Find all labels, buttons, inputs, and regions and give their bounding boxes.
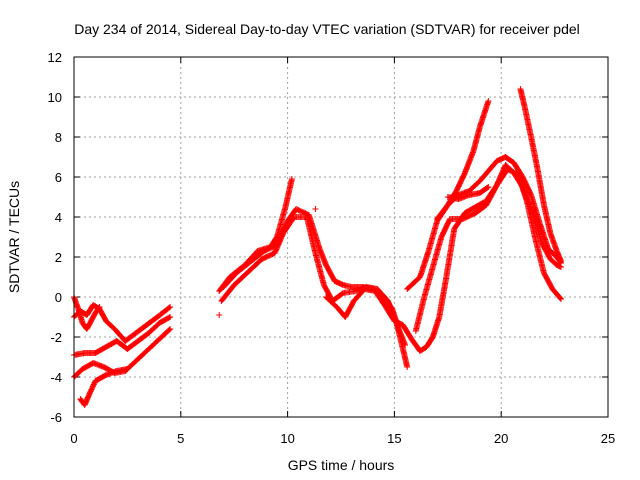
y-tick-label: 0 <box>55 290 62 305</box>
y-tick-label: 6 <box>55 170 62 185</box>
axis-ticks: 0 5 10 15 20 25 -6 -4 -2 0 2 4 6 8 10 12 <box>48 50 616 446</box>
plus-markers <box>517 86 564 264</box>
plot-frame <box>73 56 609 418</box>
y-tick-label: -6 <box>50 410 62 425</box>
x-tick-label: 25 <box>601 431 615 446</box>
series-trace-14 <box>517 86 564 264</box>
plus-markers <box>216 206 319 318</box>
plus-markers <box>429 166 564 340</box>
series-trace-15 <box>444 184 492 202</box>
plus-markers <box>77 366 131 408</box>
y-tick-label: 8 <box>55 130 62 145</box>
x-tick-label: 5 <box>177 431 184 446</box>
plus-markers <box>444 184 492 202</box>
plus-markers <box>323 286 436 354</box>
x-tick-label: 0 <box>70 431 77 446</box>
series-trace-5 <box>77 366 131 408</box>
x-tick-label: 20 <box>494 431 508 446</box>
chart-title: Day 234 of 2014, Sidereal Day-to-day VTE… <box>74 21 580 37</box>
series-trace-8 <box>220 206 409 348</box>
y-tick-label: 4 <box>55 210 62 225</box>
data-points <box>71 86 564 408</box>
y-tick-label: -2 <box>50 330 62 345</box>
y-axis-label: SDTVAR / TECUs <box>6 181 22 293</box>
y-tick-label: -4 <box>50 370 62 385</box>
series-outliers <box>216 206 319 318</box>
y-tick-label: 2 <box>55 250 62 265</box>
x-tick-label: 10 <box>280 431 294 446</box>
x-axis-label: GPS time / hours <box>288 457 395 473</box>
x-tick-label: 15 <box>387 431 401 446</box>
y-tick-label: 10 <box>48 90 62 105</box>
y-tick-label: 12 <box>48 50 62 65</box>
series-trace-12 <box>429 166 564 340</box>
series-trace-9 <box>323 286 436 354</box>
plus-markers <box>220 206 409 348</box>
